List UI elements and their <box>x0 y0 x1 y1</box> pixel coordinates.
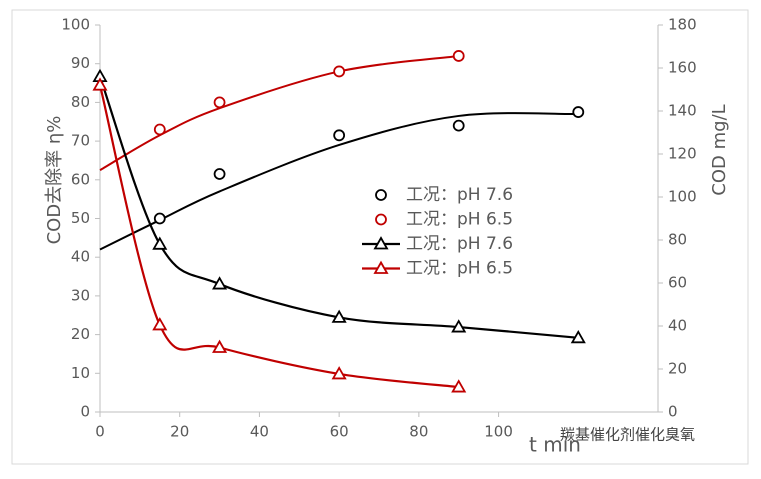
data-point <box>333 65 346 78</box>
y2-tick-label: 140 <box>668 102 697 120</box>
x-tick-label: 60 <box>330 423 349 441</box>
y2-tick-label: 60 <box>668 274 687 292</box>
x-tick-label: 0 <box>95 423 105 441</box>
y2-tick-label: 180 <box>668 16 697 34</box>
y-tick-label: 20 <box>71 325 90 343</box>
y-tick-label: 100 <box>61 16 90 34</box>
data-point <box>331 366 347 380</box>
data-point <box>452 50 465 62</box>
watermark: 羰基催化剂催化臭氧 <box>560 426 695 444</box>
y-tick-label: 50 <box>71 209 90 227</box>
y2-axis-label: COD mg/L <box>709 104 730 195</box>
data-point <box>212 276 228 290</box>
y2-tick-label: 100 <box>668 188 697 206</box>
y-tick-label: 30 <box>71 286 90 304</box>
data-point <box>213 96 226 109</box>
data-point <box>92 77 108 91</box>
trend-line <box>99 54 459 171</box>
x-axis-label: t min <box>529 433 581 457</box>
chart-frame <box>11 9 749 465</box>
y2-tick-label: 120 <box>668 145 697 163</box>
y-tick-label: 10 <box>71 364 90 382</box>
y-tick-label: 70 <box>71 132 90 150</box>
data-point <box>451 319 467 333</box>
legend-label: 工况：pH 6.5 <box>406 210 513 230</box>
series-line <box>98 76 579 339</box>
data-point <box>331 309 347 323</box>
data-point <box>572 106 585 118</box>
data-point <box>333 129 346 142</box>
x-tick-label: 40 <box>250 423 269 441</box>
y-tick-label: 80 <box>71 93 90 111</box>
y2-tick-label: 0 <box>668 403 678 421</box>
y2-tick-label: 20 <box>668 360 687 378</box>
y-tick-label: 0 <box>80 403 90 421</box>
data-point <box>152 236 168 250</box>
x-tick-label: 80 <box>409 423 428 441</box>
x-tick-label: 100 <box>484 423 513 441</box>
legend-marker <box>375 213 387 226</box>
legend-marker <box>373 236 389 250</box>
data-point <box>213 168 226 180</box>
legend-label: 工况：pH 7.6 <box>406 185 513 205</box>
y2-tick-label: 80 <box>668 231 687 249</box>
data-point <box>570 330 586 344</box>
x-tick-label: 20 <box>170 423 189 441</box>
legend-label: 工况：pH 6.5 <box>406 259 513 279</box>
y-axis-label: COD去除率 η% <box>44 116 65 245</box>
legend-label: 工况：pH 7.6 <box>406 234 513 254</box>
y2-tick-label: 40 <box>668 317 687 335</box>
y-tick-label: 90 <box>71 54 90 72</box>
data-point <box>153 123 166 136</box>
y-tick-label: 60 <box>71 170 90 188</box>
legend-marker <box>373 260 389 274</box>
data-point <box>451 379 467 393</box>
data-point <box>152 317 168 331</box>
data-point <box>452 119 465 132</box>
series-line <box>98 84 459 389</box>
legend-marker <box>375 189 387 201</box>
data-point <box>212 339 228 353</box>
data-point <box>153 212 166 225</box>
y-tick-label: 40 <box>71 248 90 266</box>
y2-tick-label: 160 <box>668 59 697 77</box>
